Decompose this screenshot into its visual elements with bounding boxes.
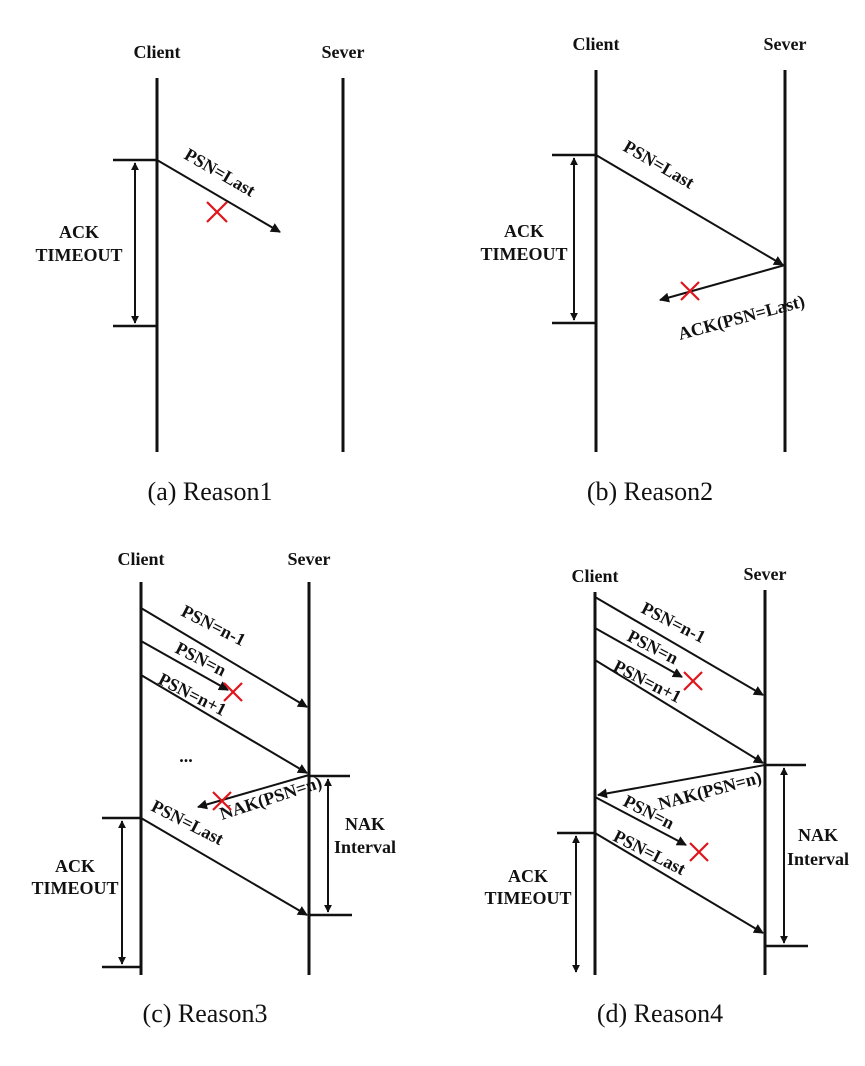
psn-last-label: PSN=Last [610, 826, 689, 879]
psn-last-label: PSN=Last [181, 144, 259, 200]
ack-timeout-label-1: ACK [504, 221, 544, 241]
client-label: Client [572, 566, 619, 586]
psn-n-arrow [594, 627, 683, 678]
nak-interval-label-1: NAK [345, 814, 385, 834]
psn-n-1-arrow [594, 596, 764, 696]
server-label: Sever [288, 549, 331, 569]
nak-interval-label-1: NAK [798, 825, 838, 845]
caption-b: (b) Reason2 [587, 477, 713, 506]
psn-last-arrow [140, 817, 308, 916]
client-label: Client [118, 549, 165, 569]
panel-b: Client Sever PSN=Last ACK(PSN=Last) ACK … [480, 34, 807, 506]
ack-timeout-label-2: TIMEOUT [480, 244, 567, 264]
loss-mark [683, 671, 703, 691]
server-label: Sever [764, 34, 807, 54]
psn-n-1-arrow [140, 607, 308, 708]
psn-last-arrow [594, 832, 764, 934]
psn-last-arrow [156, 159, 281, 233]
ack-arrow [659, 264, 786, 303]
ack-timeout-label-1: ACK [59, 222, 99, 242]
ack-timeout-label-2: TIMEOUT [31, 878, 118, 898]
loss-mark [680, 281, 700, 301]
loss-mark [206, 201, 228, 223]
nak-arrow [597, 764, 766, 799]
nak-interval-label-2: Interval [787, 849, 849, 869]
psn-last-label: PSN=Last [148, 796, 227, 849]
ellipsis: ... [179, 746, 193, 766]
client-label: Client [573, 34, 620, 54]
server-label: Sever [744, 564, 787, 584]
panel-a: Client Sever PSN=Last ACK TIMEOUT (a) Re… [35, 42, 364, 506]
ack-timeout-label-2: TIMEOUT [484, 888, 571, 908]
caption-a: (a) Reason1 [148, 477, 273, 506]
panel-d: Client Sever PSN=n-1 PSN=n PSN=n+1 NAK(P… [484, 564, 849, 1028]
nak-interval-label-2: Interval [334, 837, 396, 857]
ack-timeout-label-1: ACK [508, 866, 548, 886]
server-label: Sever [322, 42, 365, 62]
caption-d: (d) Reason4 [597, 999, 723, 1028]
loss-mark [689, 842, 709, 862]
client-label: Client [134, 42, 181, 62]
psn-n-plus-1-arrow [140, 674, 308, 774]
caption-c: (c) Reason3 [143, 999, 268, 1028]
psn-n-retransmit-arrow [594, 796, 687, 846]
loss-mark [212, 791, 232, 811]
loss-mark [223, 682, 243, 702]
psn-n-plus-1-arrow [594, 659, 764, 764]
psn-last-label: PSN=Last [620, 136, 698, 192]
nak-arrow [197, 774, 310, 810]
ack-timeout-label-1: ACK [55, 856, 95, 876]
ack-label: ACK(PSN=Last) [676, 291, 807, 345]
ack-timeout-label-2: TIMEOUT [35, 245, 122, 265]
psn-n-arrow [140, 640, 229, 691]
psn-last-arrow [595, 154, 784, 266]
panel-c: Client Sever PSN=n-1 PSN=n PSN=n+1 ... N… [31, 549, 396, 1028]
